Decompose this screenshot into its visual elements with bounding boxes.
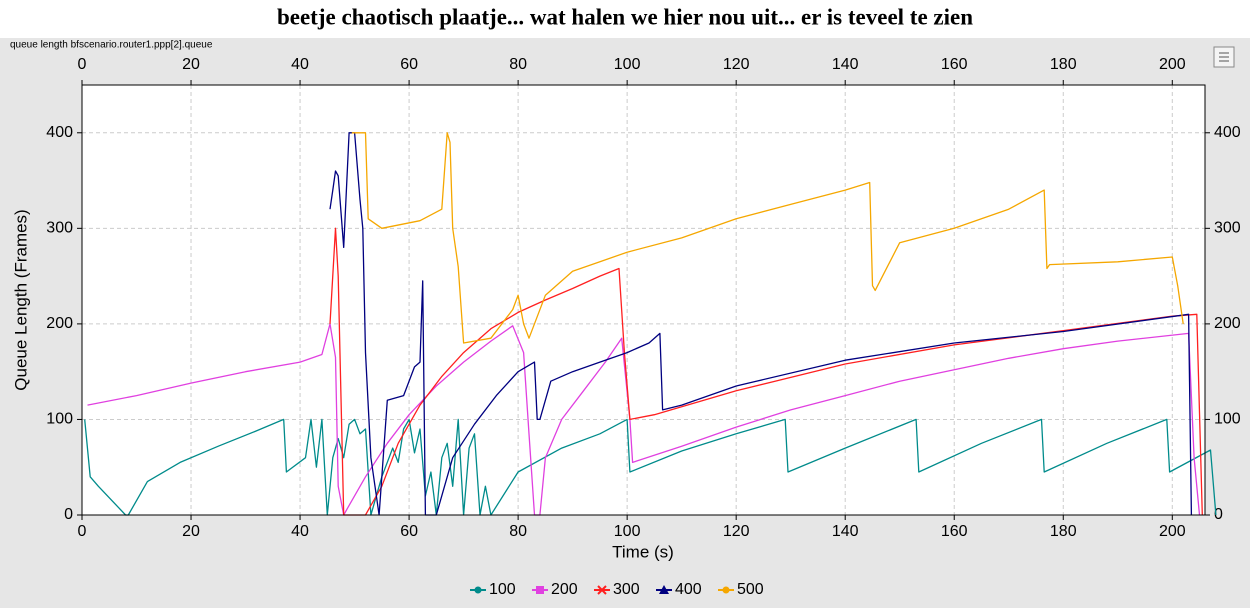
y-tick-label: 100 bbox=[46, 411, 73, 428]
x-tick-label: 0 bbox=[78, 523, 87, 540]
legend-marker bbox=[474, 586, 482, 594]
y-tick-label-right: 200 bbox=[1214, 315, 1241, 332]
x-tick-label-top: 40 bbox=[291, 56, 309, 73]
legend-label: 500 bbox=[737, 581, 764, 598]
x-tick-label: 140 bbox=[832, 523, 859, 540]
legend-marker bbox=[536, 586, 544, 594]
y-tick-label-right: 400 bbox=[1214, 124, 1241, 141]
legend: 100 200 300 400 500 bbox=[470, 581, 764, 598]
y-tick-label: 0 bbox=[64, 506, 73, 523]
x-tick-label: 60 bbox=[400, 523, 418, 540]
legend-marker bbox=[597, 585, 607, 595]
series-line bbox=[329, 132, 1193, 516]
y-tick-label-right: 0 bbox=[1214, 506, 1223, 523]
x-tick-label-top: 0 bbox=[78, 56, 87, 73]
legend-label: 200 bbox=[551, 581, 578, 598]
y-tick-label-right: 300 bbox=[1214, 220, 1241, 237]
series-line bbox=[84, 418, 1217, 516]
legend-label: 300 bbox=[613, 581, 640, 598]
x-tick-label-top: 100 bbox=[614, 56, 641, 73]
x-tick-label-top: 20 bbox=[182, 56, 200, 73]
x-tick-label-top: 120 bbox=[723, 56, 750, 73]
x-tick-label-top: 80 bbox=[509, 56, 527, 73]
x-tick-label: 160 bbox=[941, 523, 968, 540]
y-tick-label-right: 100 bbox=[1214, 411, 1241, 428]
x-tick-label: 20 bbox=[182, 523, 200, 540]
plot-area bbox=[81, 84, 1206, 516]
x-tick-label: 40 bbox=[291, 523, 309, 540]
x-tick-label-top: 140 bbox=[832, 56, 859, 73]
y-tick-label: 400 bbox=[46, 124, 73, 141]
x-tick-label-top: 180 bbox=[1050, 56, 1077, 73]
chart-title: beetje chaotisch plaatje... wat halen we… bbox=[277, 4, 973, 29]
x-tick-label: 180 bbox=[1050, 523, 1077, 540]
x-tick-label: 200 bbox=[1159, 523, 1186, 540]
chart-subtitle: queue length bfscenario.router1.ppp[2].q… bbox=[10, 40, 213, 51]
x-tick-label: 100 bbox=[614, 523, 641, 540]
x-tick-label: 80 bbox=[509, 523, 527, 540]
legend-marker bbox=[659, 585, 669, 594]
legend-marker bbox=[722, 586, 730, 594]
plot-border bbox=[81, 84, 1206, 516]
plot-border bbox=[351, 132, 1184, 344]
legend-label: 100 bbox=[489, 581, 516, 598]
y-tick-label: 300 bbox=[46, 220, 73, 237]
legend-label: 400 bbox=[675, 581, 702, 598]
x-tick-label-top: 60 bbox=[400, 56, 418, 73]
y-axis-label: Queue Length (Frames) bbox=[11, 209, 30, 390]
x-axis-label: Time (s) bbox=[612, 542, 674, 561]
x-tick-label: 120 bbox=[723, 523, 750, 540]
y-tick-label: 200 bbox=[46, 315, 73, 332]
x-tick-label-top: 160 bbox=[941, 56, 968, 73]
x-tick-label-top: 200 bbox=[1159, 56, 1186, 73]
